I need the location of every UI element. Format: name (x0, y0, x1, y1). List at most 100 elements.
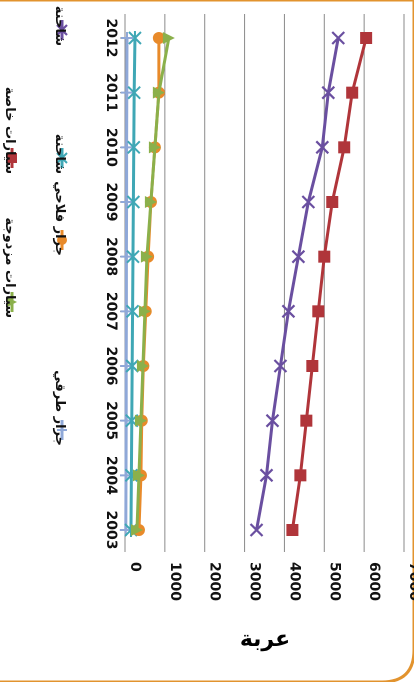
legend-label: جرار فلاحي (52, 181, 67, 256)
data-point (315, 140, 330, 155)
data-point (126, 249, 140, 264)
category-label: 2006 (103, 347, 119, 386)
data-point (120, 414, 133, 427)
data-point (294, 469, 307, 482)
data-point (130, 524, 143, 536)
series (119, 31, 373, 537)
data-point (120, 196, 133, 208)
legend-item: شاحنة خفيفة (52, 0, 68, 46)
data-point (120, 32, 133, 44)
data-point (300, 414, 313, 427)
data-point (128, 31, 142, 45)
data-point (144, 196, 157, 208)
data-point (138, 305, 151, 318)
data-point (162, 32, 175, 44)
series-line (129, 37, 137, 531)
legend-label: سيارات خاصة (2, 87, 17, 174)
series-line (290, 37, 368, 531)
data-point (7, 153, 17, 163)
y-tick-label: 4000 (286, 562, 302, 601)
data-point (134, 414, 147, 427)
data-point (273, 359, 288, 373)
data-point (321, 85, 336, 100)
category-label: 2003 (103, 511, 119, 550)
legend-item: سيارات مزدوجة (2, 217, 17, 318)
legend-item: جرار فلاحي (52, 181, 67, 256)
data-point (120, 141, 133, 154)
data-point (7, 297, 17, 307)
data-point (120, 250, 133, 263)
series-line (137, 38, 161, 531)
data-point (286, 524, 299, 536)
data-point (127, 140, 141, 155)
legend-item: شاحنة (52, 134, 68, 174)
data-point (57, 425, 67, 435)
data-point (152, 86, 165, 99)
category-label: 2012 (103, 19, 119, 58)
series-group (130, 32, 175, 536)
data-point (136, 360, 149, 372)
data-point (57, 235, 67, 245)
data-point (265, 413, 280, 428)
y-tick-label: 3000 (247, 562, 263, 601)
data-point (312, 305, 325, 318)
legend-label: جرار طرقي (52, 370, 67, 446)
data-point (148, 141, 161, 154)
axes: 0 1000 2000 3000 4000 5000 6000 7000 2003 2004 200… (103, 14, 414, 601)
data-point (338, 141, 351, 154)
data-point (291, 249, 306, 264)
data-point (259, 468, 274, 483)
category-label: 2007 (103, 292, 119, 331)
data-point (249, 523, 264, 537)
category-label: 2008 (103, 237, 119, 276)
data-point (152, 32, 165, 44)
y-tick-label: 0 (127, 562, 143, 572)
y-axis-title: عربة (240, 627, 290, 652)
category-label: 2005 (103, 401, 119, 440)
category-label: 2010 (103, 128, 119, 167)
series-group (119, 32, 133, 536)
series-group (286, 32, 373, 536)
data-point (132, 469, 145, 482)
category-label: 2011 (103, 73, 119, 112)
series-line (255, 37, 340, 531)
data-point (125, 304, 140, 319)
series-group (132, 32, 165, 536)
legend-item: سيارات خاصة (2, 87, 17, 174)
data-point (140, 250, 153, 263)
category-label: 2009 (103, 183, 119, 222)
legend-item: جرار طرقي (52, 370, 67, 446)
data-point (127, 85, 141, 100)
legend-label: شاحنة (52, 134, 67, 174)
data-point (318, 250, 331, 263)
legend: سيارات خاصة شاحنة خفيفة سيارات مزدوجة جرار … (2, 0, 68, 446)
legend-label: سيارات مزدوجة (2, 217, 17, 318)
data-point (120, 86, 133, 99)
y-tick-label: 2000 (207, 562, 223, 601)
y-tick-label: 6000 (366, 562, 382, 601)
data-point (306, 360, 319, 372)
legend-label: شاحنة خفيفة (52, 0, 67, 46)
y-tick-label: 5000 (326, 562, 342, 601)
data-point (326, 196, 339, 208)
data-point (301, 195, 316, 209)
data-point (56, 152, 68, 164)
series-line (124, 37, 129, 531)
series-group (249, 31, 346, 537)
y-tick-label: 1000 (167, 562, 183, 601)
data-point (346, 86, 359, 99)
series-line (135, 37, 171, 531)
y-tick-label: 7000 (406, 562, 414, 601)
data-point (331, 31, 346, 45)
category-label: 2004 (103, 456, 119, 495)
gridlines (124, 14, 405, 552)
data-point (281, 304, 296, 319)
data-point (125, 359, 139, 373)
data-point (120, 360, 133, 372)
data-point (126, 195, 141, 209)
data-point (56, 24, 68, 36)
data-point (120, 305, 133, 318)
data-point (360, 32, 373, 44)
